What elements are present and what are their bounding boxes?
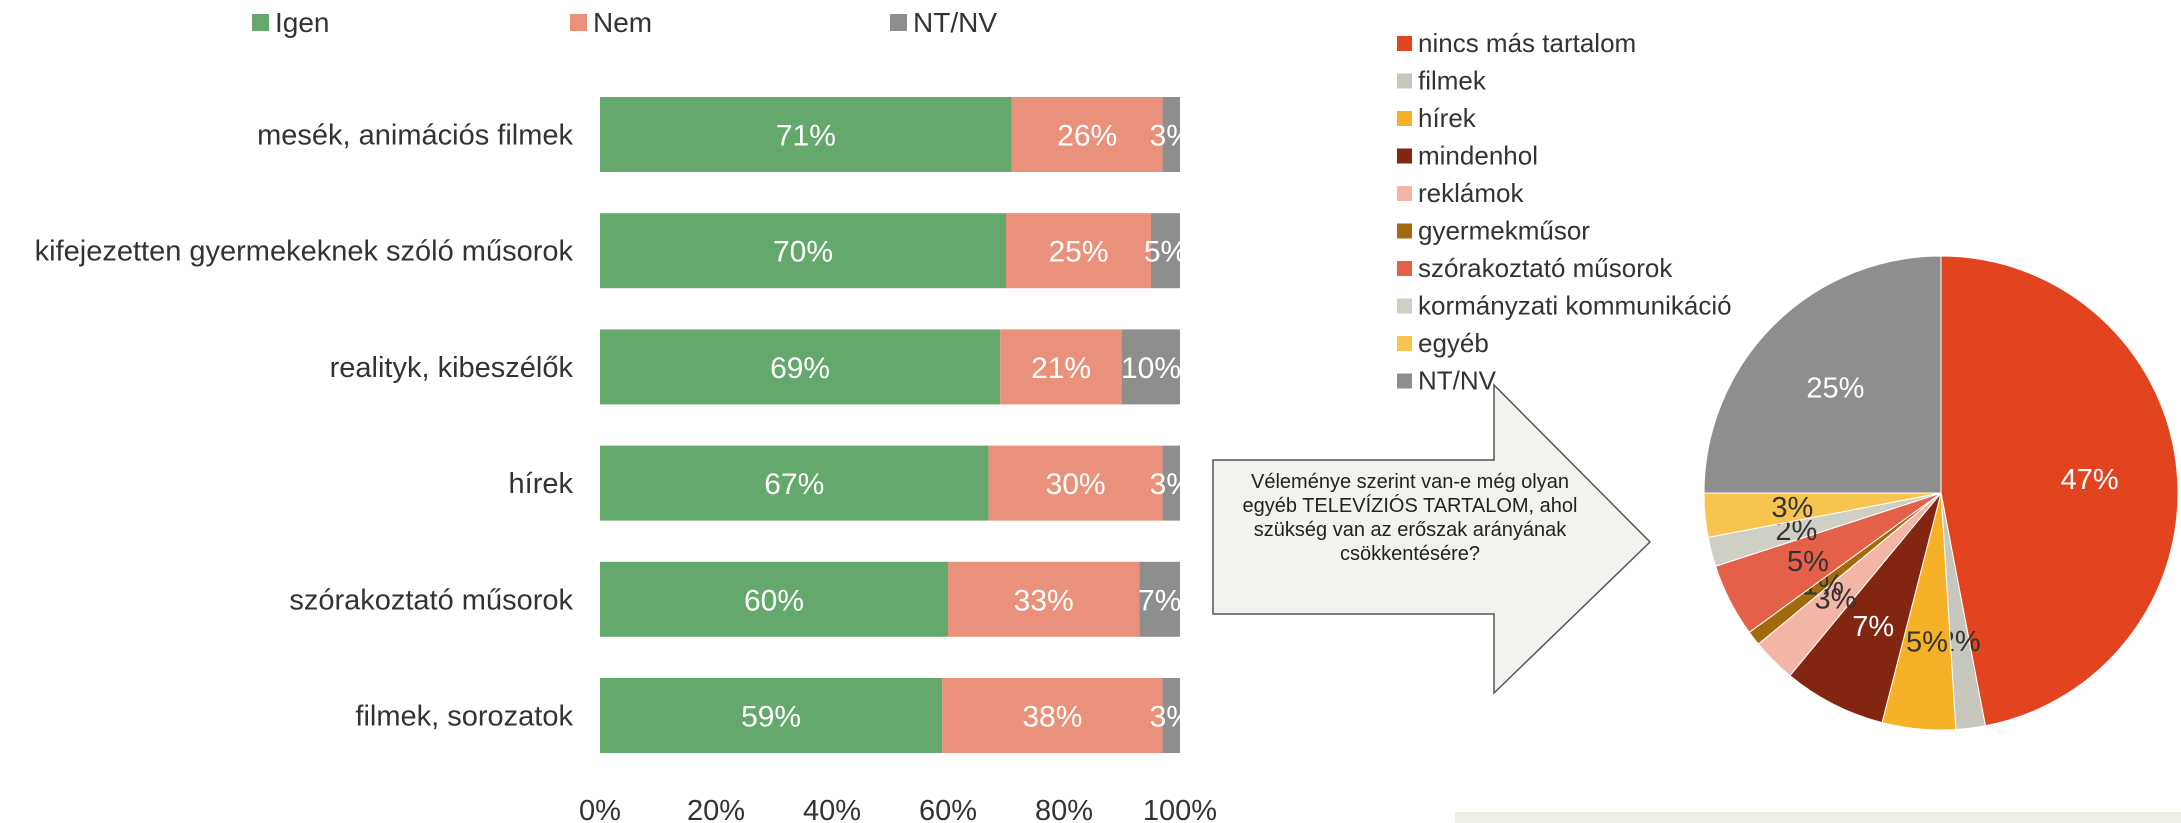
legend-label-kormanyzati-kommunikacio: kormányzati kommunikáció [1418,291,1732,321]
legend-swatch-filmek [1397,73,1412,89]
bar-segment-igen [600,97,1012,172]
legend-label-nincs-mas-tartalom: nincs más tartalom [1418,28,1636,58]
bar-segment-igen [600,445,989,521]
data-label-nt-nv: 7% [1138,584,1181,617]
legend-label-egyeb: egyéb [1418,328,1489,358]
bar-segment-igen [600,213,1006,289]
legend-swatch-hirek [1397,111,1412,126]
legend-label-gyermekmusor: gyermekműsor [1418,216,1590,246]
data-label-nt-nv: 3% [1150,120,1193,153]
bar-segment-nem [988,445,1163,521]
legend-swatch-nt-nv [890,14,907,31]
legend-label-szorakoztato-musorok: szórakoztató műsorok [1418,253,1673,283]
legend-label-nt-nv: NT/NV [913,7,997,38]
legend-label-igen: Igen [275,7,330,38]
pie-label-nincs-mas-tartalom: 47% [2061,464,2119,496]
pie-chart: 47%2%5%7%3%1%5%2%3%25% [1703,255,2179,731]
pie-slice-mindenhol [1789,492,1942,724]
bar-plot-area: 71% 26% 3% 70% 25% 5% 69% 21% 10% 67% 30% 3% 60% 33% 7… [600,97,1193,753]
category-label: mesék, animációs filmek [257,120,573,152]
data-label-igen: 60% [744,584,804,617]
legend-label-mindenhol: mindenhol [1418,141,1538,171]
data-label-nem: 30% [1046,468,1106,501]
bar-segment-nt-nv [1139,561,1180,637]
bar-legend: Igen Nem NT/NV [252,7,997,38]
x-tick-label: 0% [579,795,621,823]
bar-segment-nt-nv [1122,329,1180,405]
legend-label-hirek: hírek [1418,103,1477,133]
x-tick-label: 20% [687,795,745,823]
legend-swatch-nt-nv [1397,373,1412,389]
data-label-nem: 25% [1048,236,1108,269]
data-label-nem: 33% [1014,584,1074,617]
legend-label-nt-nv: NT/NV [1418,366,1497,396]
data-label-igen: 59% [741,701,801,734]
data-label-igen: 71% [776,120,836,153]
data-label-nt-nv: 3% [1150,701,1193,734]
category-label: kifejezetten gyermekeknek szóló műsorok [35,236,574,268]
legend-swatch-kormanyzati-kommunikacio [1397,298,1412,314]
category-label: realityk, kibeszélők [330,352,574,384]
data-label-nem: 38% [1022,701,1082,734]
pie-legend: nincs más tartalom filmek hírek mindenhol re… [1397,28,1732,396]
pie-label-hirek: 5% [1906,627,1948,659]
legend-label-nem: Nem [593,7,652,38]
bar-segment-nt-nv [1151,213,1180,289]
data-label-nt-nv: 5% [1144,236,1187,269]
callout-arrow-shape [1212,383,1652,695]
pie-slice-nincs-mas-tartalom [1940,255,2179,727]
x-tick-label: 60% [919,795,977,823]
callout-question-text: Véleménye szerint van-e még olyan egyéb … [1242,471,1578,565]
bar-segment-nem [1000,329,1122,405]
legend-swatch-igen [252,14,269,31]
bar-category-axis: mesék, animációs filmek kifejezetten gyer… [35,120,574,733]
legend-swatch-egyeb [1397,336,1412,351]
data-label-nt-nv: 10% [1121,352,1181,385]
legend-swatch-mindenhol [1397,148,1412,164]
category-label: szórakoztató műsorok [289,584,573,616]
bottom-panel-strip [1455,812,2181,823]
bar-segment-nt-nv [1162,445,1180,521]
bar-segment-nem [1011,97,1163,172]
legend-swatch-nincs-mas-tartalom [1397,36,1412,51]
x-tick-label: 40% [803,795,861,823]
data-label-nem: 21% [1031,352,1091,385]
legend-swatch-szorakoztato-musorok [1397,261,1412,276]
legend-label-reklamok: reklámok [1418,178,1524,208]
x-tick-label: 80% [1035,795,1093,823]
bar-segment-nem [948,561,1140,637]
bar-segment-nt-nv [1162,678,1180,753]
pie-slice-nt-nv [1703,255,1942,494]
data-label-nem: 26% [1057,120,1117,153]
legend-label-filmek: filmek [1418,66,1487,96]
category-label: hírek [509,468,574,500]
category-label: filmek, sorozatok [355,701,573,733]
x-tick-label: 100% [1143,795,1217,823]
bar-segment-igen [600,329,1001,405]
bar-segment-igen [600,561,948,637]
pie-label-nt-nv: 25% [1806,372,1864,404]
data-label-igen: 69% [770,352,830,385]
pie-label-mindenhol: 7% [1852,611,1894,643]
bar-segment-igen [600,678,943,753]
bar-value-axis: 0% 20% 40% 60% 80% 100% [579,795,1217,823]
data-label-nt-nv: 3% [1150,468,1193,501]
legend-swatch-nem [570,14,587,31]
bar-segment-nem [1006,213,1151,289]
legend-swatch-reklamok [1397,186,1412,201]
data-label-igen: 67% [764,468,824,501]
legend-swatch-gyermekmusor [1397,223,1412,239]
data-label-igen: 70% [773,236,833,269]
bar-segment-nem [942,678,1163,753]
pie-label-szorakoztato-musorok: 5% [1787,546,1829,578]
pie-label-egyeb: 3% [1771,492,1813,524]
bar-segment-nt-nv [1162,97,1180,172]
